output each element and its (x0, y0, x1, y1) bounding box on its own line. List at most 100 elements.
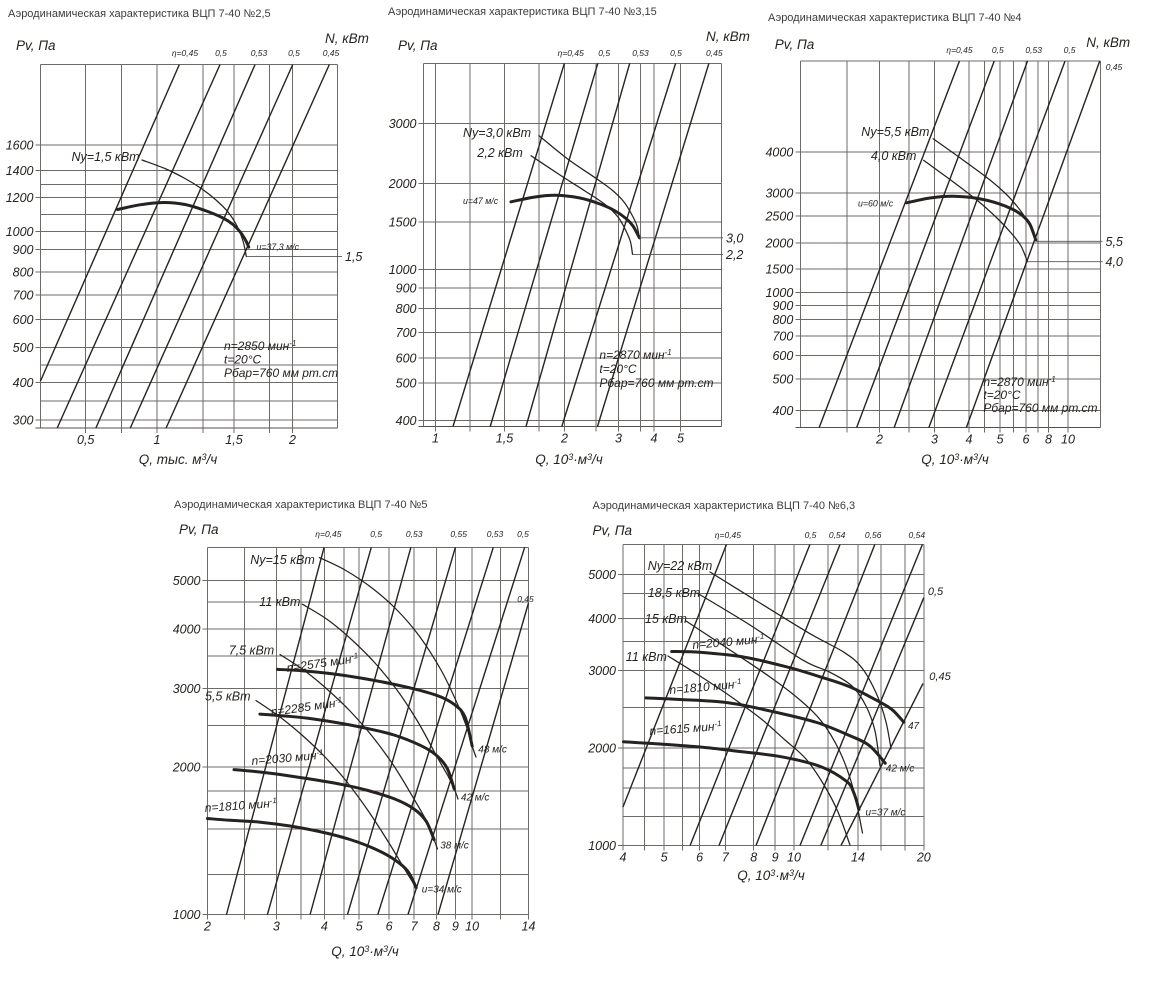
svg-text:0,53: 0,53 (632, 48, 649, 58)
svg-text:Q, 103·м3/ч: Q, 103·м3/ч (737, 868, 805, 883)
svg-text:Аэродинамическая характеристик: Аэродинамическая характеристика ВЦП 7-40… (174, 499, 427, 511)
svg-text:Q, тыс. м3/ч: Q, тыс. м3/ч (139, 452, 217, 467)
svg-text:2: 2 (288, 433, 296, 447)
svg-text:600: 600 (396, 351, 417, 365)
svg-text:η=0,45: η=0,45 (558, 48, 584, 58)
svg-text:1000: 1000 (765, 286, 793, 300)
svg-text:0,5: 0,5 (517, 529, 529, 539)
svg-text:4000: 4000 (173, 622, 201, 636)
svg-text:Pv, Па: Pv, Па (16, 38, 56, 53)
svg-text:10: 10 (465, 920, 479, 934)
svg-text:15 кВт: 15 кВт (645, 612, 687, 626)
svg-text:5,5 кВт: 5,5 кВт (205, 690, 251, 704)
svg-text:800: 800 (396, 302, 417, 316)
svg-text:0,5: 0,5 (805, 530, 817, 540)
svg-text:0,53: 0,53 (406, 529, 423, 539)
svg-text:N, кВт: N, кВт (325, 31, 369, 46)
svg-text:42 м/с: 42 м/с (461, 793, 490, 804)
svg-text:10: 10 (1061, 433, 1075, 447)
svg-text:0,5: 0,5 (288, 48, 300, 58)
svg-text:4000: 4000 (588, 612, 616, 626)
svg-text:5: 5 (661, 851, 668, 865)
svg-text:4,0: 4,0 (1106, 255, 1123, 269)
svg-text:0,53: 0,53 (1025, 45, 1042, 55)
svg-text:11 кВт: 11 кВт (259, 595, 300, 609)
svg-text:400: 400 (772, 404, 793, 418)
svg-text:18,5 кВт: 18,5 кВт (648, 586, 700, 600)
svg-text:42 м/с: 42 м/с (886, 764, 915, 775)
svg-text:0,45: 0,45 (323, 48, 340, 58)
svg-text:700: 700 (772, 330, 793, 344)
svg-text:n=2030 мин-1: n=2030 мин-1 (251, 748, 324, 768)
svg-text:1: 1 (432, 432, 439, 446)
svg-text:n=1810 мин-1: n=1810 мин-1 (204, 796, 277, 815)
svg-text:Q, 103·м3/ч: Q, 103·м3/ч (535, 452, 603, 467)
svg-text:u=37,3 м/с: u=37,3 м/с (257, 242, 300, 252)
svg-text:n=1615 мин-1: n=1615 мин-1 (649, 719, 722, 738)
svg-text:9: 9 (772, 851, 779, 865)
svg-text:600: 600 (13, 313, 34, 327)
svg-text:0,5: 0,5 (370, 529, 382, 539)
svg-text:Рбар=760 мм рт.ст: Рбар=760 мм рт.ст (599, 376, 713, 390)
svg-text:N, кВт: N, кВт (1086, 35, 1130, 50)
svg-text:3000: 3000 (389, 117, 417, 131)
svg-text:Аэродинамическая характеристик: Аэродинамическая характеристика ВЦП 7-40… (768, 12, 1021, 24)
svg-text:1,5: 1,5 (496, 432, 513, 446)
svg-text:η=0,45: η=0,45 (172, 48, 198, 58)
svg-text:4: 4 (620, 851, 627, 865)
svg-text:3: 3 (931, 433, 938, 447)
svg-text:2,2: 2,2 (725, 248, 743, 262)
svg-text:6: 6 (386, 920, 393, 934)
svg-text:4,0 кВт: 4,0 кВт (871, 149, 917, 163)
svg-text:9: 9 (452, 920, 459, 934)
svg-text:2000: 2000 (172, 760, 201, 774)
svg-text:n=2850 мин-1: n=2850 мин-1 (224, 339, 296, 353)
svg-text:10: 10 (787, 851, 801, 865)
svg-text:1,5: 1,5 (345, 250, 362, 264)
svg-text:5: 5 (356, 920, 363, 934)
svg-text:0,45: 0,45 (517, 594, 534, 604)
svg-text:8: 8 (750, 851, 757, 865)
svg-text:300: 300 (13, 413, 34, 427)
svg-text:Pv, Па: Pv, Па (179, 522, 219, 537)
svg-text:Ny=5,5 кВт: Ny=5,5 кВт (861, 125, 929, 139)
svg-text:1000: 1000 (389, 263, 417, 277)
svg-text:4: 4 (321, 920, 328, 934)
svg-text:2000: 2000 (587, 742, 616, 756)
svg-text:900: 900 (13, 243, 34, 257)
svg-text:4: 4 (966, 433, 973, 447)
svg-text:u=47 м/с: u=47 м/с (463, 196, 499, 206)
svg-text:5,5: 5,5 (1106, 235, 1123, 249)
svg-text:38 м/с: 38 м/с (440, 841, 469, 852)
svg-text:6: 6 (696, 851, 703, 865)
svg-text:2000: 2000 (388, 177, 417, 191)
svg-text:800: 800 (13, 266, 34, 280)
svg-text:Pv, Па: Pv, Па (775, 37, 815, 52)
svg-text:2: 2 (203, 920, 211, 934)
svg-text:η=0,45: η=0,45 (315, 529, 341, 539)
svg-text:u=37 м/с: u=37 м/с (866, 808, 906, 819)
svg-text:0,45: 0,45 (929, 671, 951, 683)
svg-text:u=60 м/с: u=60 м/с (858, 199, 894, 209)
svg-text:Ny=1,5 кВт: Ny=1,5 кВт (72, 150, 140, 164)
svg-text:0,55: 0,55 (450, 529, 467, 539)
svg-text:700: 700 (13, 289, 34, 303)
svg-text:Аэродинамическая характеристик: Аэродинамическая характеристика ВЦП 7-40… (388, 6, 657, 18)
svg-text:2: 2 (560, 432, 568, 446)
svg-text:1: 1 (154, 433, 161, 447)
svg-text:η=0,45: η=0,45 (946, 45, 972, 55)
svg-text:8: 8 (1045, 433, 1052, 447)
svg-text:2: 2 (875, 433, 883, 447)
svg-text:t=20°C: t=20°C (599, 362, 636, 376)
svg-text:700: 700 (396, 326, 417, 340)
svg-text:1000: 1000 (6, 225, 34, 239)
svg-text:14: 14 (522, 920, 536, 934)
svg-text:400: 400 (396, 414, 417, 428)
svg-text:n=2870 мин-1: n=2870 мин-1 (599, 348, 671, 362)
svg-text:t=20°C: t=20°C (224, 353, 261, 367)
svg-text:3000: 3000 (588, 664, 616, 678)
svg-text:Pv, Па: Pv, Па (398, 38, 438, 53)
svg-text:0,5: 0,5 (598, 48, 610, 58)
svg-text:1600: 1600 (6, 139, 34, 153)
svg-text:20: 20 (916, 851, 931, 865)
